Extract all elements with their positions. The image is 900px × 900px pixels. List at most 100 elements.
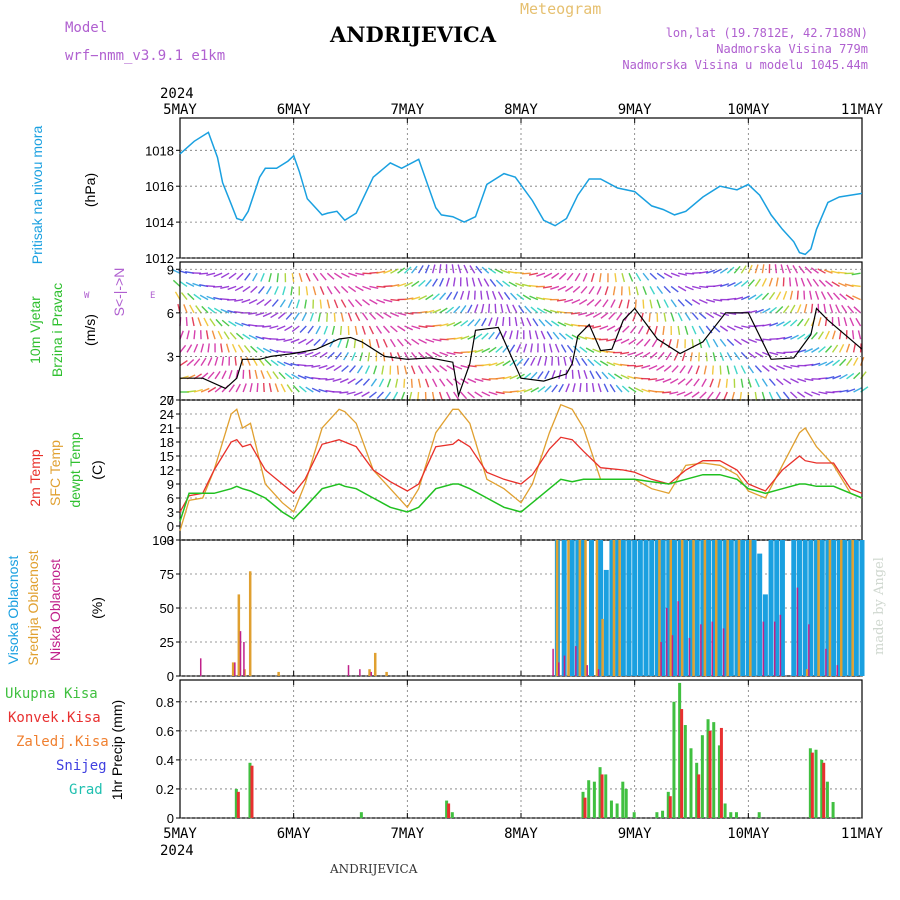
wind-arrow: [797, 333, 806, 340]
wind-arrow: [489, 278, 497, 287]
wind-arrow: [853, 306, 862, 314]
cloud-bar: [575, 646, 577, 676]
wind-arrow: [369, 298, 378, 305]
wind-arrow: [285, 312, 293, 320]
wind-arrow: [396, 338, 404, 347]
wind-arrow: [203, 317, 209, 327]
wind-arrow: [237, 344, 244, 353]
wind-arrow: [207, 371, 215, 380]
wind-arrow: [408, 391, 413, 401]
wind-arrow: [221, 319, 230, 327]
wind-arrow: [530, 343, 533, 353]
wind-arrow: [392, 391, 399, 401]
wind-arrow: [481, 303, 485, 313]
wind-arrow: [699, 285, 709, 289]
cloud_cover-y-tick-label: 25: [160, 635, 174, 650]
wind-arrow: [670, 272, 680, 278]
precip-bar: [695, 762, 699, 818]
wind-arrow: [634, 387, 644, 393]
wind-arrow: [236, 272, 244, 281]
wind-arrow: [382, 352, 386, 362]
wind-arrow: [207, 306, 216, 314]
compass-w: W: [84, 291, 90, 301]
wind-arrow: [255, 312, 265, 317]
wind-arrow: [609, 384, 616, 393]
wind-arrow: [193, 293, 202, 301]
precip-bar: [808, 748, 812, 818]
cloud-bar: [700, 624, 702, 676]
wind-arrow: [852, 357, 859, 366]
wind-arrow: [726, 365, 730, 375]
wind-arrow: [616, 312, 623, 321]
wind-arrow: [599, 325, 609, 330]
wind-arrow: [804, 266, 812, 274]
wind-arrow: [824, 330, 830, 340]
wind-arrow: [431, 391, 435, 401]
wind-y-tick-label: 3: [167, 349, 174, 364]
wind-arrow: [474, 333, 483, 340]
cloud-bar: [199, 658, 202, 676]
wind-arrow: [628, 386, 637, 393]
wind-arrow: [353, 391, 363, 397]
wind-arrow: [460, 391, 468, 400]
wind-arrow: [411, 338, 420, 345]
wind-arrow: [269, 348, 279, 354]
wind-arrow: [488, 346, 497, 353]
wind-arrow: [670, 312, 675, 322]
wind-arrow: [775, 305, 784, 314]
wind-arrow: [818, 279, 827, 287]
wind-arrow: [540, 330, 546, 340]
cloud-bar: [825, 540, 831, 676]
wind-arrow: [466, 290, 471, 300]
precip-bar: [757, 812, 761, 818]
wind-arrow: [823, 303, 827, 313]
wind-arrow: [279, 299, 286, 308]
wind-arrow: [229, 331, 237, 340]
x-tick-label-top: 6MAY: [277, 102, 311, 118]
cloud-bar: [660, 540, 666, 676]
precip-bar: [450, 812, 454, 818]
wind-arrow: [585, 347, 595, 354]
wind-arrow: [803, 290, 806, 300]
wind-arrow: [312, 286, 317, 296]
cloud-bar: [706, 540, 712, 676]
wind-arrow: [234, 356, 237, 366]
wind-arrow: [782, 290, 788, 300]
wind-arrow: [853, 387, 862, 393]
wind-arrow: [183, 304, 188, 314]
precip-bar: [447, 803, 451, 818]
wind-arrow: [656, 365, 665, 371]
wind-arrow: [620, 351, 630, 355]
cloud-bar: [728, 540, 734, 676]
precip-bar: [723, 803, 727, 818]
compass-ns: S<-|->N: [111, 268, 127, 317]
precip-bar: [678, 682, 682, 818]
wind-arrow: [432, 351, 441, 358]
wind-arrow: [804, 348, 813, 354]
wind-arrow: [614, 273, 617, 283]
wind-arrow: [474, 304, 479, 314]
wind-arrow: [657, 351, 665, 360]
wind-arrow: [530, 371, 538, 380]
wind-arrow: [663, 299, 669, 308]
cloud-bar: [694, 540, 700, 676]
wind-arrow: [691, 299, 701, 305]
cloud-bar: [740, 540, 746, 676]
wind-arrow: [719, 338, 727, 347]
wind-arrow: [321, 338, 328, 347]
precip-legend-item: Ukupna Kisa: [5, 686, 98, 702]
wind-arrow: [362, 378, 370, 386]
wind-arrow: [397, 325, 406, 332]
pressure-unit: (hPa): [82, 173, 98, 207]
wind-arrow: [171, 268, 181, 274]
wind-arrow: [265, 286, 272, 295]
wind-axis-title: 10m Vjetar: [27, 296, 43, 364]
wind-arrow: [599, 360, 609, 367]
wind-arrow: [733, 338, 742, 346]
cloud-bar: [726, 540, 729, 676]
wind-arrow: [446, 364, 455, 371]
wind-arrow: [804, 391, 813, 397]
wind-arrow: [214, 356, 219, 366]
wind-arrow: [544, 356, 548, 366]
precip-legend-item: Konvek.Kisa: [8, 710, 101, 726]
